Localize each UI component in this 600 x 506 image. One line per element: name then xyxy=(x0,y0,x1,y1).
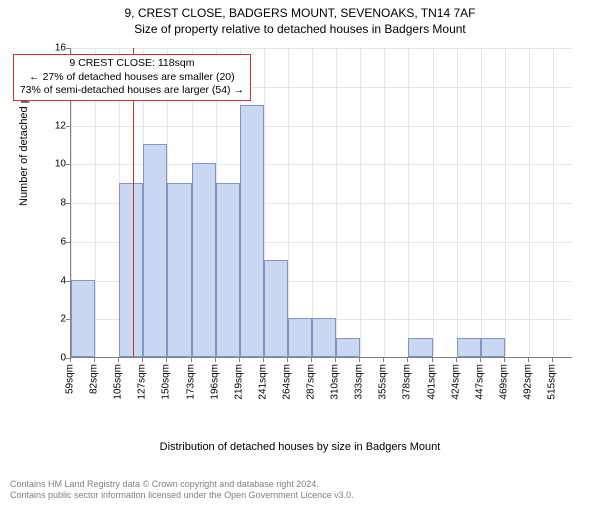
x-tick-label: 378sqm xyxy=(402,364,413,400)
x-tick-mark xyxy=(480,358,481,362)
x-tick-label: 333sqm xyxy=(354,364,365,400)
footer-line-2: Contains public sector information licen… xyxy=(10,490,354,502)
x-tick-label: 401sqm xyxy=(426,364,437,400)
histogram-bar xyxy=(216,183,240,357)
x-tick-mark xyxy=(70,358,71,362)
histogram-bar xyxy=(457,338,481,357)
y-tick-label: 6 xyxy=(48,236,66,247)
gridline-v xyxy=(288,48,289,357)
x-tick-mark xyxy=(528,358,529,362)
x-tick-mark xyxy=(456,358,457,362)
x-tick-mark xyxy=(215,358,216,362)
x-tick-label: 105sqm xyxy=(113,364,124,400)
x-tick-label: 424sqm xyxy=(450,364,461,400)
gridline-v xyxy=(457,48,458,357)
gridline-v xyxy=(529,48,530,357)
histogram-bar xyxy=(167,183,191,357)
y-tick-label: 2 xyxy=(48,314,66,325)
annotation-line: 9 CREST CLOSE: 118sqm xyxy=(20,57,244,71)
y-tick-mark xyxy=(66,319,70,320)
x-tick-mark xyxy=(504,358,505,362)
annotation-line: ← 27% of detached houses are smaller (20… xyxy=(20,71,244,85)
x-tick-label: 241sqm xyxy=(257,364,268,400)
y-tick-mark xyxy=(66,48,70,49)
x-tick-mark xyxy=(191,358,192,362)
x-tick-mark xyxy=(166,358,167,362)
histogram-bar xyxy=(288,318,312,357)
x-tick-label: 355sqm xyxy=(378,364,389,400)
x-tick-label: 492sqm xyxy=(522,364,533,400)
y-tick-label: 0 xyxy=(48,353,66,364)
gridline-v xyxy=(408,48,409,357)
x-tick-label: 310sqm xyxy=(330,364,341,400)
x-tick-mark xyxy=(142,358,143,362)
y-tick-label: 12 xyxy=(48,120,66,131)
gridline-v xyxy=(481,48,482,357)
footer-line-1: Contains HM Land Registry data © Crown c… xyxy=(10,479,354,491)
x-tick-label: 82sqm xyxy=(89,364,100,394)
x-tick-mark xyxy=(432,358,433,362)
histogram-bar xyxy=(71,280,95,358)
x-tick-label: 264sqm xyxy=(281,364,292,400)
title-line-2: Size of property relative to detached ho… xyxy=(0,22,600,36)
y-tick-mark xyxy=(66,164,70,165)
x-tick-mark xyxy=(335,358,336,362)
x-tick-mark xyxy=(311,358,312,362)
x-tick-label: 59sqm xyxy=(65,364,76,394)
x-tick-mark xyxy=(383,358,384,362)
x-tick-label: 196sqm xyxy=(209,364,220,400)
x-tick-mark xyxy=(263,358,264,362)
y-tick-label: 16 xyxy=(48,43,66,54)
gridline-v xyxy=(553,48,554,357)
x-tick-label: 150sqm xyxy=(161,364,172,400)
y-tick-mark xyxy=(66,242,70,243)
x-tick-label: 287sqm xyxy=(306,364,317,400)
x-tick-mark xyxy=(552,358,553,362)
x-tick-label: 447sqm xyxy=(474,364,485,400)
x-tick-label: 219sqm xyxy=(233,364,244,400)
gridline-v xyxy=(360,48,361,357)
histogram-bar xyxy=(119,183,143,357)
gridline-v xyxy=(336,48,337,357)
histogram-bar xyxy=(481,338,505,357)
gridline-v xyxy=(384,48,385,357)
x-tick-mark xyxy=(118,358,119,362)
histogram-bar xyxy=(408,338,432,357)
x-tick-mark xyxy=(94,358,95,362)
gridline-h xyxy=(71,126,572,127)
x-tick-mark xyxy=(239,358,240,362)
gridline-h xyxy=(71,48,572,49)
gridline-v xyxy=(312,48,313,357)
y-tick-mark xyxy=(66,281,70,282)
title-line-1: 9, CREST CLOSE, BADGERS MOUNT, SEVENOAKS… xyxy=(0,6,600,20)
x-tick-label: 515sqm xyxy=(547,364,558,400)
x-tick-label: 173sqm xyxy=(185,364,196,400)
footer-attribution: Contains HM Land Registry data © Crown c… xyxy=(10,479,354,502)
histogram-bar xyxy=(192,163,216,357)
x-tick-mark xyxy=(359,358,360,362)
annotation-box: 9 CREST CLOSE: 118sqm← 27% of detached h… xyxy=(13,54,251,101)
y-tick-mark xyxy=(66,126,70,127)
y-tick-label: 8 xyxy=(48,198,66,209)
x-tick-mark xyxy=(407,358,408,362)
y-tick-label: 10 xyxy=(48,159,66,170)
x-tick-label: 127sqm xyxy=(137,364,148,400)
x-tick-label: 469sqm xyxy=(498,364,509,400)
histogram-bar xyxy=(336,338,360,357)
x-axis-label: Distribution of detached houses by size … xyxy=(0,441,600,453)
y-tick-mark xyxy=(66,203,70,204)
chart-area: 024681012141659sqm82sqm105sqm127sqm150sq… xyxy=(52,48,572,408)
histogram-bar xyxy=(312,318,336,357)
y-tick-label: 4 xyxy=(48,275,66,286)
gridline-v xyxy=(433,48,434,357)
gridline-v xyxy=(505,48,506,357)
x-tick-mark xyxy=(287,358,288,362)
annotation-line: 73% of semi-detached houses are larger (… xyxy=(20,84,244,98)
histogram-bar xyxy=(143,144,167,357)
histogram-bar xyxy=(264,260,288,357)
histogram-bar xyxy=(240,105,264,357)
